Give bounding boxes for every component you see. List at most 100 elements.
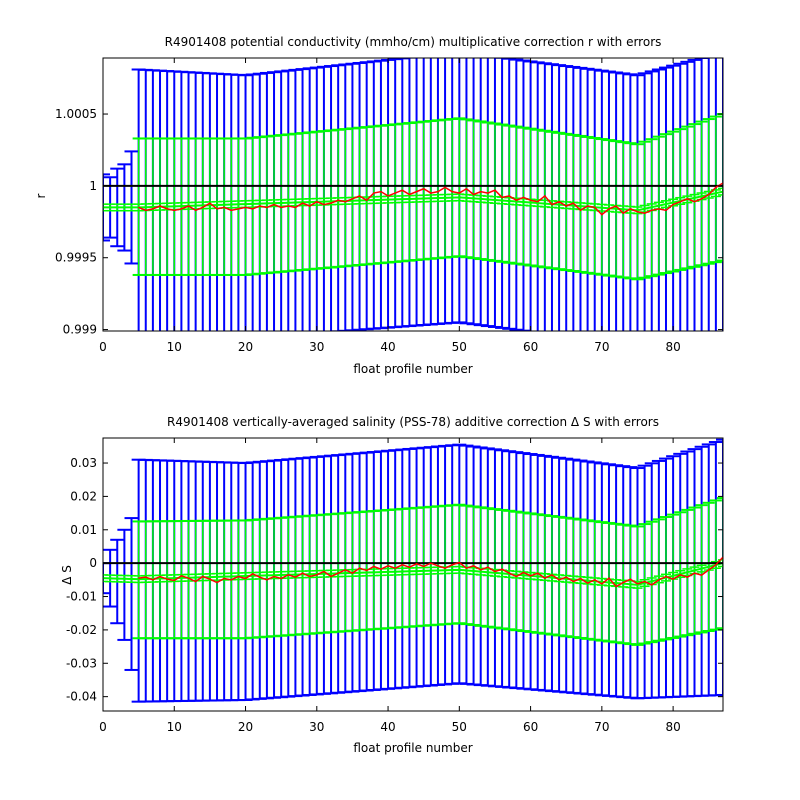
- measured-point: [152, 579, 154, 581]
- measured-point: [344, 569, 346, 571]
- chart-title: R4901408 vertically-averaged salinity (P…: [167, 415, 659, 429]
- measured-point: [323, 203, 325, 206]
- measured-point: [480, 191, 482, 193]
- measured-point: [430, 192, 432, 194]
- measured-point: [444, 567, 446, 569]
- measured-point: [145, 576, 147, 578]
- measured-point: [351, 572, 354, 574]
- measured-point: [387, 195, 389, 197]
- measured-point: [522, 196, 525, 198]
- measured-point: [301, 202, 304, 204]
- measured-point: [266, 579, 268, 581]
- y-tick-label: -0.02: [66, 623, 97, 637]
- measured-point: [216, 208, 218, 210]
- measured-point: [430, 562, 432, 564]
- measured-point: [394, 567, 396, 569]
- measured-point: [644, 212, 646, 214]
- measured-point: [330, 202, 332, 204]
- x-tick-label: 20: [238, 340, 253, 354]
- measured-point: [658, 579, 660, 581]
- measured-point: [608, 208, 610, 210]
- measured-point: [636, 211, 639, 213]
- measured-point: [544, 577, 546, 579]
- measured-point: [572, 202, 574, 204]
- x-tick-label: 50: [452, 340, 467, 354]
- measured-point: [565, 205, 567, 207]
- measured-point: [423, 565, 425, 568]
- y-tick-label: -0.04: [66, 690, 97, 704]
- measured-point: [551, 574, 553, 576]
- x-axis-label: float profile number: [353, 362, 472, 376]
- measured-point: [373, 192, 375, 194]
- measured-point: [629, 208, 631, 210]
- y-tick-label: 0: [89, 556, 97, 570]
- measured-point: [451, 191, 453, 193]
- measured-point: [529, 199, 532, 201]
- measured-point: [195, 209, 197, 211]
- x-tick-label: 70: [594, 720, 609, 734]
- x-tick-label: 80: [665, 340, 680, 354]
- measured-point: [394, 192, 396, 194]
- measured-point: [686, 198, 688, 200]
- plot-area: 0 10 20 30 40 50 60 70 80 -0.04 -0.03 -0.02 -0.01 0 0.…: [66, 437, 724, 734]
- measured-point: [622, 212, 624, 214]
- measured-point: [159, 205, 161, 207]
- measured-point: [259, 576, 261, 578]
- measured-point: [187, 205, 190, 207]
- measured-point: [252, 208, 254, 210]
- measured-point: [672, 203, 674, 206]
- measured-point: [259, 205, 261, 207]
- y-tick-label: 0.01: [70, 523, 97, 537]
- measured-point: [529, 575, 532, 577]
- x-tick-label: 70: [594, 340, 609, 354]
- measured-point: [522, 571, 525, 574]
- measured-point: [508, 572, 510, 574]
- x-tick-label: 50: [452, 720, 467, 734]
- measured-point: [494, 189, 496, 191]
- measured-point: [594, 579, 596, 581]
- measured-point: [551, 203, 553, 206]
- measured-point: [230, 209, 232, 211]
- y-tick-label: 0.999: [63, 323, 97, 337]
- measured-point: [230, 579, 232, 581]
- measured-point: [166, 578, 168, 580]
- measured-point: [380, 568, 382, 570]
- measured-point: [579, 209, 582, 211]
- measured-point: [579, 577, 582, 580]
- measured-point: [408, 566, 411, 568]
- measured-point: [223, 577, 225, 580]
- measured-point: [316, 201, 318, 203]
- measured-point: [465, 188, 468, 190]
- measured-point: [138, 206, 140, 209]
- measured-point: [508, 195, 510, 197]
- measured-point: [216, 581, 218, 584]
- measured-point: [586, 582, 589, 584]
- x-tick-label: 60: [523, 340, 538, 354]
- measured-point: [708, 569, 710, 571]
- measured-point: [444, 186, 446, 188]
- panel-delta-s: R4901408 vertically-averaged salinity (P…: [60, 415, 724, 755]
- measured-point: [537, 572, 539, 574]
- measured-point: [301, 572, 304, 574]
- x-tick-label: 40: [380, 340, 395, 354]
- measured-point: [309, 205, 311, 207]
- x-tick-label: 10: [167, 720, 182, 734]
- axes-frame: [102, 437, 724, 712]
- measured-point: [244, 206, 247, 209]
- measured-point: [501, 568, 503, 570]
- measured-point: [366, 569, 368, 572]
- measured-point: [358, 195, 361, 197]
- measured-point: [138, 577, 140, 579]
- measured-point: [401, 189, 403, 191]
- x-tick-label: 80: [665, 720, 680, 734]
- measured-point: [337, 199, 339, 201]
- measured-point: [608, 577, 610, 579]
- measured-point: [337, 572, 339, 574]
- measured-point: [494, 570, 496, 573]
- measured-point: [465, 567, 468, 569]
- panel-r: R4901408 potential conductivity (mmho/cm…: [34, 35, 724, 376]
- measured-point: [187, 577, 190, 579]
- x-tick-label: 30: [309, 720, 324, 734]
- axes-frame: [102, 57, 724, 332]
- measured-point: [558, 579, 560, 581]
